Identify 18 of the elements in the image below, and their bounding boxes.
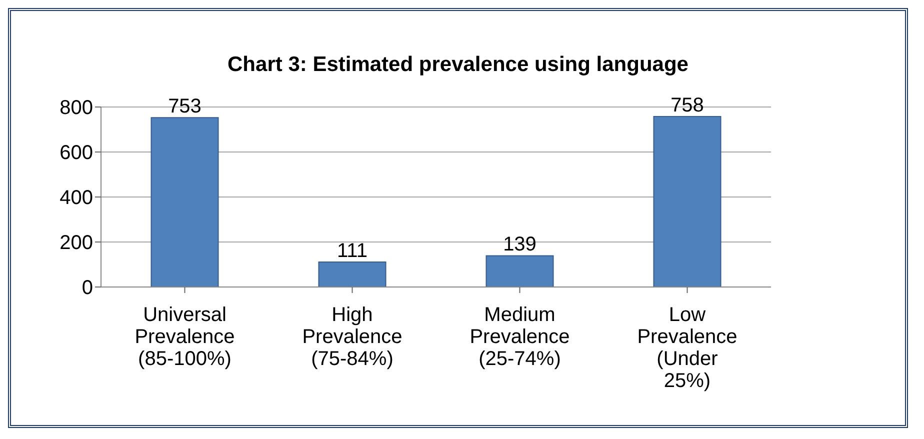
bar [486, 255, 554, 287]
data-label: 758 [670, 94, 704, 116]
bar [653, 116, 722, 287]
data-label: 139 [503, 234, 536, 256]
data-label: 111 [337, 240, 368, 262]
y-tick-label: 800 [60, 97, 93, 120]
data-label: 753 [168, 96, 202, 118]
chart-title: Chart 3: Estimated prevalence using language [226, 53, 690, 77]
y-tick-label: 0 [82, 277, 93, 300]
x-tick-label: Universal Prevalence (85-100%) [134, 304, 235, 370]
x-tick-label: High Prevalence (75-84%) [302, 304, 402, 370]
y-tick-label: 200 [60, 232, 93, 254]
bar [318, 262, 386, 287]
x-tick-label: Low Prevalence (Under 25%) [637, 304, 738, 392]
x-tick-label: Medium Prevalence (25-74%) [470, 304, 570, 370]
bar [150, 117, 219, 287]
y-tick-label: 600 [60, 142, 93, 164]
y-tick-label: 400 [60, 187, 93, 210]
